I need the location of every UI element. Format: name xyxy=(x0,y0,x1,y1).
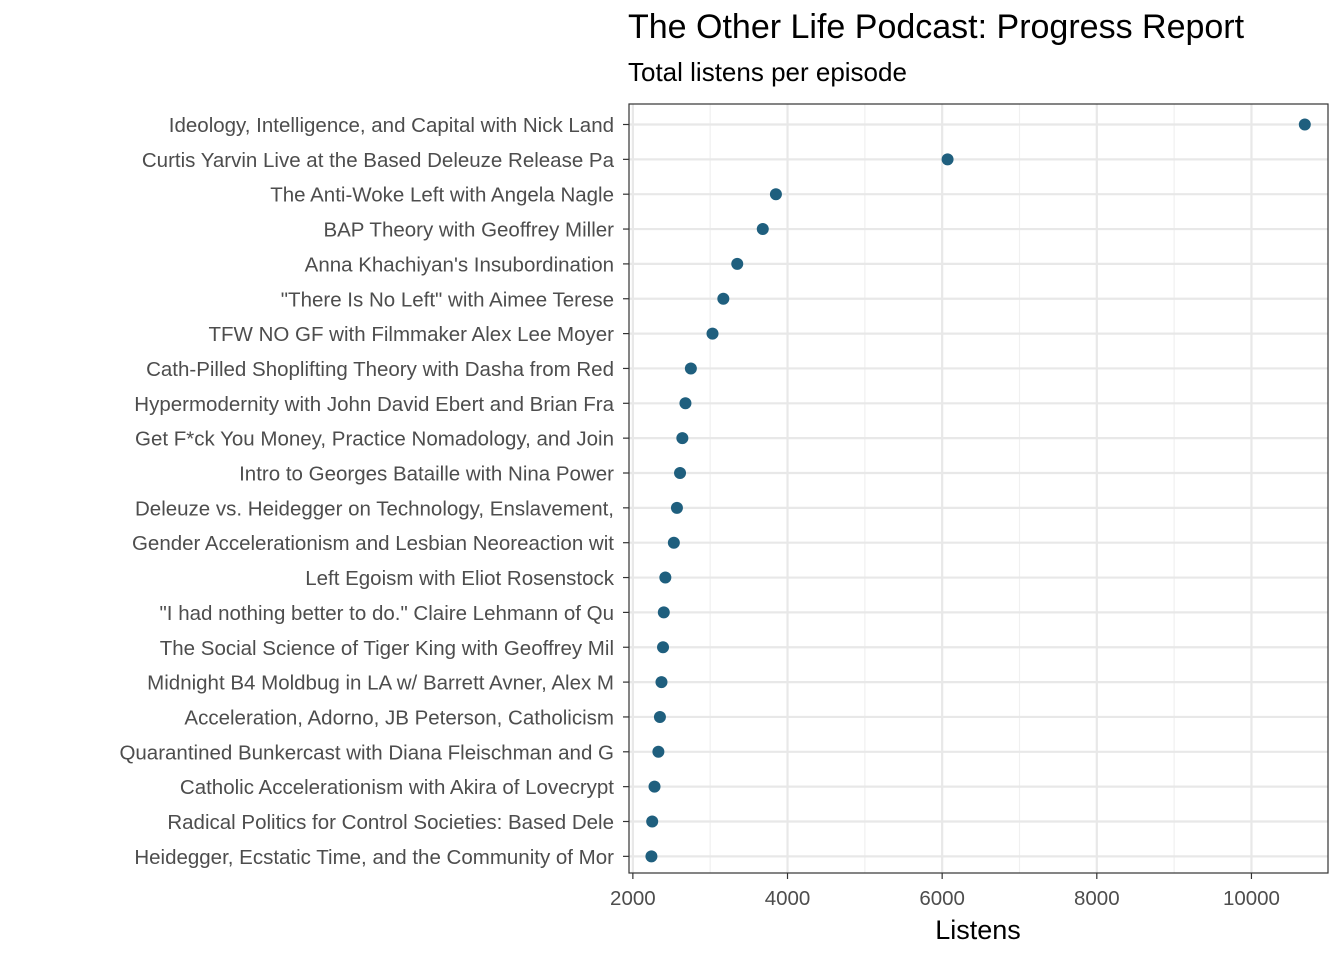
x-tick-label: 4000 xyxy=(765,887,811,910)
data-point xyxy=(1298,118,1311,131)
data-point xyxy=(684,362,697,375)
y-tick-label: BAP Theory with Geoffrey Miller xyxy=(323,219,614,242)
x-axis: 2000 4000 6000 8000 10000 xyxy=(610,873,1280,910)
y-tick-label: The Social Science of Tiger King with Ge… xyxy=(160,637,614,660)
y-tick-label: Midnight B4 Moldbug in LA w/ Barrett Avn… xyxy=(147,672,614,695)
data-point xyxy=(655,676,668,689)
y-tick-label: Curtis Yarvin Live at the Based Deleuze … xyxy=(142,149,615,172)
data-point xyxy=(659,571,672,584)
panel-border xyxy=(628,103,1329,874)
data-point xyxy=(657,606,670,619)
y-tick-label: Quarantined Bunkercast with Diana Fleisc… xyxy=(119,741,614,764)
y-tick-label: Intro to Georges Bataille with Nina Powe… xyxy=(239,463,614,486)
data-point xyxy=(667,536,680,549)
data-point xyxy=(941,153,954,166)
data-point xyxy=(717,292,730,305)
y-tick-label: Acceleration, Adorno, JB Peterson, Catho… xyxy=(184,706,614,729)
y-tick-label: Anna Khachiyan's Insubordination xyxy=(305,253,614,276)
data-point xyxy=(674,467,687,479)
data-point xyxy=(653,710,666,723)
x-tick-label: 2000 xyxy=(610,887,656,910)
y-tick-label: Ideology, Intelligence, and Capital with… xyxy=(169,114,614,137)
y-tick-label: Left Egoism with Eliot Rosenstock xyxy=(305,567,615,590)
x-tick-label: 10000 xyxy=(1223,887,1280,910)
y-tick-label: Gender Accelerationism and Lesbian Neore… xyxy=(132,532,614,555)
data-point xyxy=(652,745,665,758)
data-point xyxy=(756,223,769,236)
y-axis: Ideology, Intelligence, and Capital with… xyxy=(119,114,629,869)
data-point xyxy=(646,815,659,828)
chart-title: The Other Life Podcast: Progress Report xyxy=(628,8,1245,46)
chart-subtitle: Total listens per episode xyxy=(628,57,907,87)
data-point xyxy=(731,257,744,270)
data-point xyxy=(769,188,782,201)
data-point xyxy=(706,327,719,340)
data-point xyxy=(676,432,689,445)
y-tick-label: Heidegger, Ecstatic Time, and the Commun… xyxy=(134,846,614,869)
data-point xyxy=(648,780,661,793)
y-tick-label: Radical Politics for Control Societies: … xyxy=(167,811,614,834)
grid-lines xyxy=(629,104,1328,873)
y-tick-label: The Anti-Woke Left with Angela Nagle xyxy=(270,184,614,207)
y-tick-label: Deleuze vs. Heidegger on Technology, Ens… xyxy=(135,497,614,520)
data-point xyxy=(645,850,658,863)
y-tick-label: "I had nothing better to do." Claire Leh… xyxy=(160,602,614,625)
data-points xyxy=(645,118,1311,863)
y-tick-label: Cath-Pilled Shoplifting Theory with Dash… xyxy=(146,358,614,381)
x-axis-title: Listens xyxy=(935,915,1021,945)
data-point xyxy=(670,501,683,514)
x-tick-label: 8000 xyxy=(1074,887,1120,910)
y-tick-label: Hypermodernity with John David Ebert and… xyxy=(134,393,614,416)
y-tick-label: Catholic Accelerationism with Akira of L… xyxy=(180,776,614,799)
data-point xyxy=(657,641,670,654)
y-tick-label: "There Is No Left" with Aimee Terese xyxy=(281,288,614,311)
x-tick-label: 6000 xyxy=(919,887,965,910)
y-tick-label: TFW NO GF with Filmmaker Alex Lee Moyer xyxy=(208,323,614,346)
y-tick-label: Get F*ck You Money, Practice Nomadology,… xyxy=(135,428,614,451)
data-point xyxy=(679,397,692,410)
